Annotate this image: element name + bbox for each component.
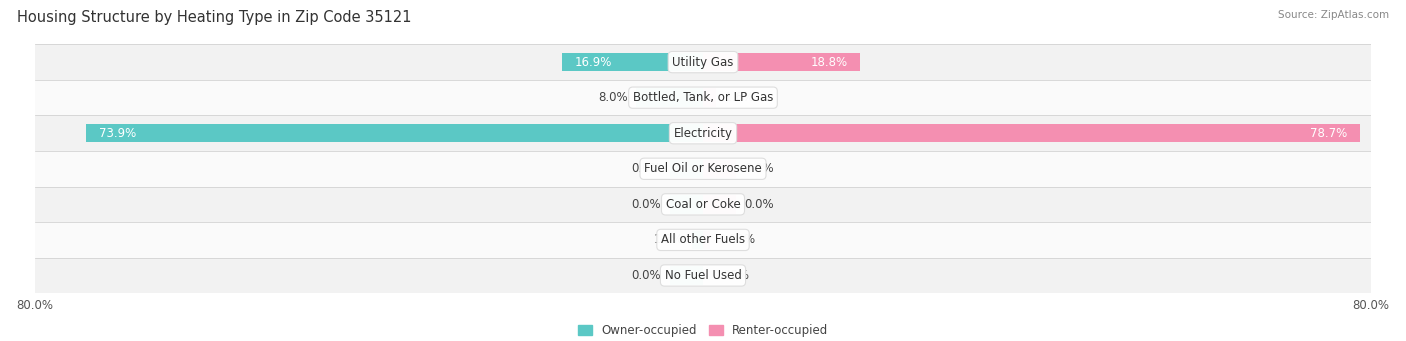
Text: 0.0%: 0.0% xyxy=(745,162,775,175)
Text: 8.0%: 8.0% xyxy=(598,91,628,104)
Bar xyxy=(35,258,1371,293)
Text: Coal or Coke: Coal or Coke xyxy=(665,198,741,211)
Text: 73.9%: 73.9% xyxy=(98,127,136,140)
Text: 1.3%: 1.3% xyxy=(654,234,683,247)
Text: 18.8%: 18.8% xyxy=(810,56,848,69)
Bar xyxy=(703,88,716,107)
Text: 0.0%: 0.0% xyxy=(631,162,661,175)
Text: Electricity: Electricity xyxy=(673,127,733,140)
Text: 1.6%: 1.6% xyxy=(724,91,755,104)
Bar xyxy=(703,124,1360,143)
Text: All other Fuels: All other Fuels xyxy=(661,234,745,247)
Text: Bottled, Tank, or LP Gas: Bottled, Tank, or LP Gas xyxy=(633,91,773,104)
Text: 0.0%: 0.0% xyxy=(631,198,661,211)
Bar xyxy=(35,151,1371,187)
Text: Source: ZipAtlas.com: Source: ZipAtlas.com xyxy=(1278,10,1389,20)
Text: 0.0%: 0.0% xyxy=(631,269,661,282)
Bar xyxy=(35,116,1371,151)
Bar xyxy=(669,160,703,178)
Text: Housing Structure by Heating Type in Zip Code 35121: Housing Structure by Heating Type in Zip… xyxy=(17,10,412,25)
Text: 16.9%: 16.9% xyxy=(575,56,612,69)
Bar xyxy=(703,195,737,213)
Bar xyxy=(35,187,1371,222)
Text: 78.7%: 78.7% xyxy=(1310,127,1347,140)
Text: Utility Gas: Utility Gas xyxy=(672,56,734,69)
Text: 0.0%: 0.0% xyxy=(745,198,775,211)
Bar xyxy=(703,53,860,71)
Bar xyxy=(692,231,703,249)
Bar xyxy=(35,222,1371,258)
Bar xyxy=(562,53,703,71)
Text: Fuel Oil or Kerosene: Fuel Oil or Kerosene xyxy=(644,162,762,175)
Text: 0.05%: 0.05% xyxy=(711,269,749,282)
Bar xyxy=(669,195,703,213)
Bar xyxy=(703,231,710,249)
Text: 0.82%: 0.82% xyxy=(718,234,755,247)
Bar xyxy=(669,266,703,285)
Bar xyxy=(35,44,1371,80)
Legend: Owner-occupied, Renter-occupied: Owner-occupied, Renter-occupied xyxy=(572,320,834,341)
Bar xyxy=(636,88,703,107)
Bar xyxy=(35,80,1371,116)
Text: No Fuel Used: No Fuel Used xyxy=(665,269,741,282)
Bar xyxy=(703,160,737,178)
Bar xyxy=(86,124,703,143)
